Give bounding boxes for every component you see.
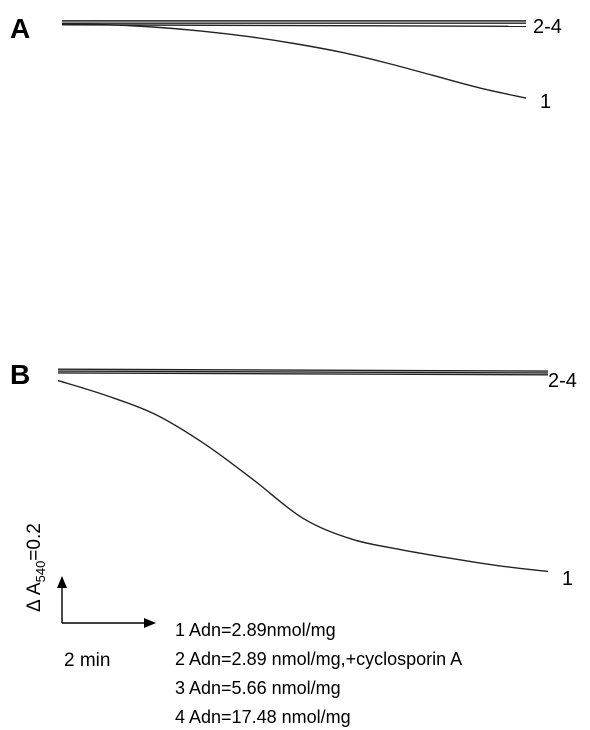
panel-a-letter: A: [10, 13, 30, 44]
panel-a-label-group: 2-4: [533, 16, 562, 38]
panel-b-plot: [57, 368, 549, 573]
legend-item-2: 2 Adn=2.89 nmol/mg,+cyclosporin A: [175, 649, 462, 669]
panel-b-trace-3: [57, 370, 549, 374]
absorbance-scale-label: Δ A540=0.2: [24, 523, 48, 612]
scale-bar-right-arrowhead: [144, 618, 156, 628]
panel-b-trace-4: [57, 372, 549, 376]
panel-b-trace-2: [57, 368, 549, 372]
panel-b-label-1: 1: [562, 568, 573, 590]
legend-item-3: 3 Adn=5.66 nmol/mg: [175, 678, 341, 698]
panel-b-letter: B: [10, 359, 30, 390]
scale-bar-up-arrowhead: [57, 576, 67, 588]
panel-a-plot: [61, 20, 527, 99]
legend-item-4: 4 Adn=17.48 nmol/mg: [175, 707, 351, 727]
legend-item-1: 1 Adn=2.89nmol/mg: [175, 620, 336, 640]
panel-a-label-1: 1: [540, 91, 551, 113]
scale-bar: Δ A540=0.2 2 min: [24, 523, 156, 671]
legend: 1 Adn=2.89nmol/mg 2 Adn=2.89 nmol/mg,+cy…: [175, 620, 462, 727]
panel-b-label-group: 2-4: [548, 370, 577, 392]
panel-a-trace-1: [61, 23, 527, 99]
time-scale-label: 2 min: [64, 650, 110, 671]
panel-a-trace-4: [61, 24, 527, 28]
panel-b-trace-1: [57, 379, 549, 573]
